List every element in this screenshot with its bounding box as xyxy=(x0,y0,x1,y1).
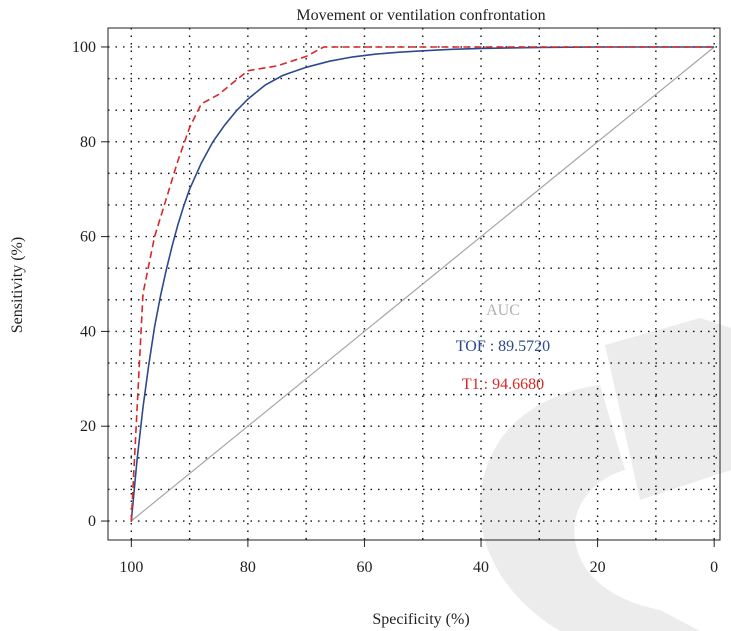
x-tick-label: 40 xyxy=(473,559,489,576)
y-tick-label: 20 xyxy=(80,418,96,435)
x-tick-label: 80 xyxy=(240,559,256,576)
watermark-bar xyxy=(605,318,731,500)
plot-frame xyxy=(107,27,721,541)
x-tick-label: 100 xyxy=(119,559,143,576)
auc-legend: AUC TOF : 89.5720 T1 : 94.6680 xyxy=(456,302,550,393)
y-axis-label: Sensitivity (%) xyxy=(9,237,26,333)
y-tick-label: 100 xyxy=(72,39,96,56)
y-tick-label: 80 xyxy=(80,134,96,151)
y-tick-label: 0 xyxy=(88,513,96,530)
plot-lines xyxy=(130,46,715,522)
x-tick-label: 0 xyxy=(710,559,718,576)
series-line-t1 xyxy=(130,46,715,522)
watermark-arc xyxy=(479,385,700,631)
watermark xyxy=(479,318,731,631)
x-tick-label: 60 xyxy=(356,559,372,576)
series-line-reference xyxy=(130,46,715,522)
x-tick-label: 20 xyxy=(590,559,606,576)
legend-title: AUC xyxy=(486,302,520,319)
legend-entry-tof: TOF : 89.5720 xyxy=(456,338,550,355)
y-axis-ticks: 0 20 40 60 80 100 xyxy=(72,39,108,530)
series-line-tof xyxy=(130,46,715,522)
chart-title: Movement or ventilation confrontation xyxy=(296,7,545,24)
y-tick-label: 60 xyxy=(80,229,96,246)
grid xyxy=(108,28,720,540)
x-axis-label: Specificity (%) xyxy=(372,611,469,628)
legend-entry-t1: T1 : 94.6680 xyxy=(462,376,544,393)
x-axis-ticks: 100 80 60 40 20 0 xyxy=(119,540,718,576)
y-tick-label: 40 xyxy=(80,323,96,340)
